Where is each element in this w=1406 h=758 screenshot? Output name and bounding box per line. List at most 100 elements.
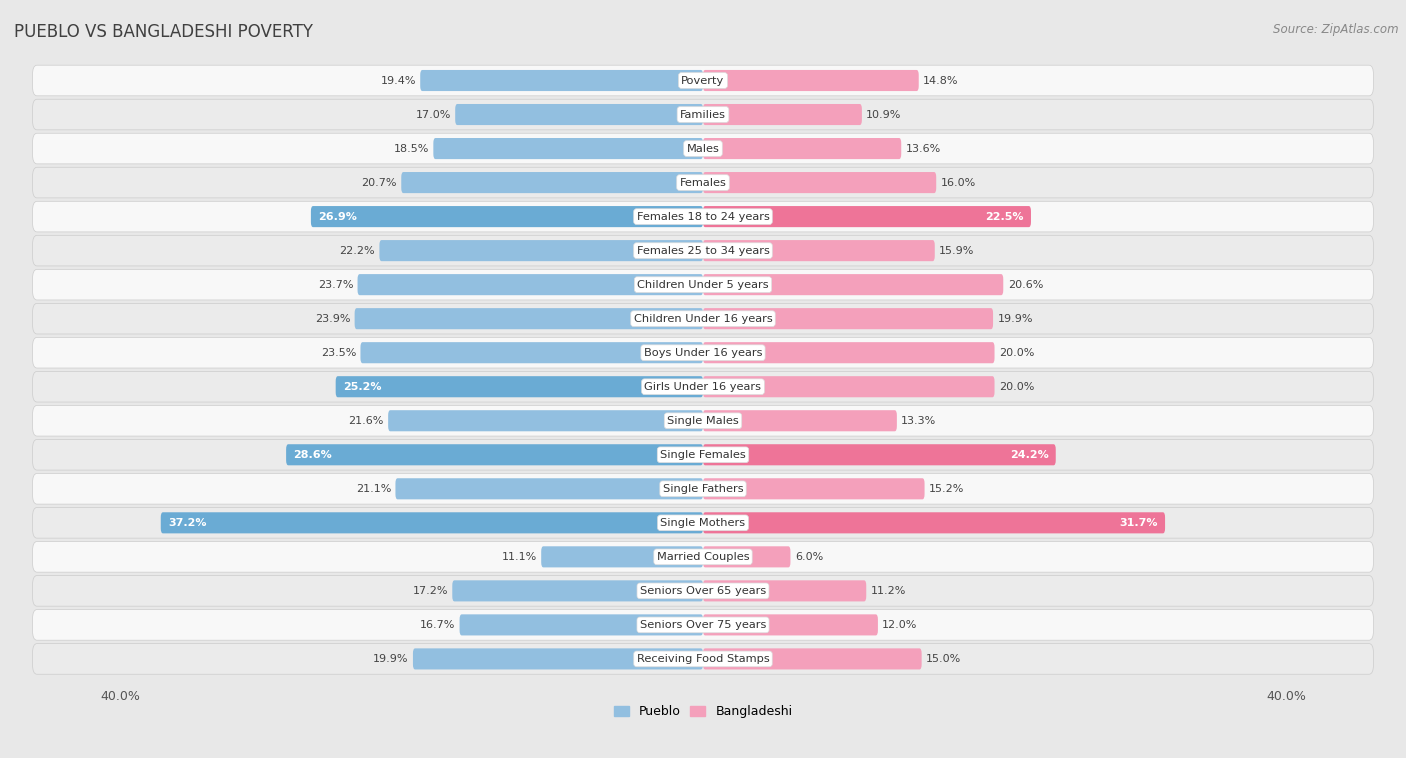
- Text: 24.2%: 24.2%: [1010, 449, 1049, 460]
- FancyBboxPatch shape: [360, 342, 703, 363]
- FancyBboxPatch shape: [32, 644, 1374, 674]
- Text: 15.0%: 15.0%: [927, 654, 962, 664]
- FancyBboxPatch shape: [32, 508, 1374, 538]
- Text: 12.0%: 12.0%: [883, 620, 918, 630]
- FancyBboxPatch shape: [703, 376, 994, 397]
- FancyBboxPatch shape: [460, 614, 703, 635]
- FancyBboxPatch shape: [703, 274, 1004, 295]
- FancyBboxPatch shape: [420, 70, 703, 91]
- Text: 28.6%: 28.6%: [294, 449, 332, 460]
- FancyBboxPatch shape: [32, 474, 1374, 504]
- FancyBboxPatch shape: [703, 410, 897, 431]
- Text: 17.0%: 17.0%: [415, 110, 451, 120]
- Text: Children Under 16 years: Children Under 16 years: [634, 314, 772, 324]
- FancyBboxPatch shape: [703, 478, 925, 500]
- FancyBboxPatch shape: [401, 172, 703, 193]
- Text: PUEBLO VS BANGLADESHI POVERTY: PUEBLO VS BANGLADESHI POVERTY: [14, 23, 314, 41]
- Text: Males: Males: [686, 143, 720, 154]
- Text: 16.7%: 16.7%: [420, 620, 456, 630]
- Text: Children Under 5 years: Children Under 5 years: [637, 280, 769, 290]
- FancyBboxPatch shape: [703, 240, 935, 262]
- FancyBboxPatch shape: [703, 648, 922, 669]
- Text: Receiving Food Stamps: Receiving Food Stamps: [637, 654, 769, 664]
- Text: 23.7%: 23.7%: [318, 280, 353, 290]
- Text: 22.5%: 22.5%: [986, 211, 1024, 221]
- Text: 18.5%: 18.5%: [394, 143, 429, 154]
- Text: 19.4%: 19.4%: [381, 76, 416, 86]
- Text: Source: ZipAtlas.com: Source: ZipAtlas.com: [1274, 23, 1399, 36]
- FancyBboxPatch shape: [703, 104, 862, 125]
- FancyBboxPatch shape: [32, 133, 1374, 164]
- FancyBboxPatch shape: [32, 575, 1374, 606]
- Text: Females: Females: [679, 177, 727, 187]
- FancyBboxPatch shape: [285, 444, 703, 465]
- Text: Single Fathers: Single Fathers: [662, 484, 744, 493]
- FancyBboxPatch shape: [703, 309, 993, 329]
- Text: 17.2%: 17.2%: [412, 586, 449, 596]
- Text: Single Females: Single Females: [661, 449, 745, 460]
- Text: Females 25 to 34 years: Females 25 to 34 years: [637, 246, 769, 255]
- Text: 11.1%: 11.1%: [502, 552, 537, 562]
- Text: 16.0%: 16.0%: [941, 177, 976, 187]
- Text: Females 18 to 24 years: Females 18 to 24 years: [637, 211, 769, 221]
- FancyBboxPatch shape: [357, 274, 703, 295]
- FancyBboxPatch shape: [703, 444, 1056, 465]
- FancyBboxPatch shape: [32, 337, 1374, 368]
- FancyBboxPatch shape: [703, 547, 790, 568]
- FancyBboxPatch shape: [32, 235, 1374, 266]
- FancyBboxPatch shape: [32, 541, 1374, 572]
- FancyBboxPatch shape: [703, 512, 1166, 534]
- Text: 26.9%: 26.9%: [318, 211, 357, 221]
- Text: Married Couples: Married Couples: [657, 552, 749, 562]
- FancyBboxPatch shape: [395, 478, 703, 500]
- Text: 22.2%: 22.2%: [339, 246, 375, 255]
- Text: 20.6%: 20.6%: [1008, 280, 1043, 290]
- Text: 31.7%: 31.7%: [1119, 518, 1157, 528]
- FancyBboxPatch shape: [160, 512, 703, 534]
- FancyBboxPatch shape: [32, 303, 1374, 334]
- FancyBboxPatch shape: [456, 104, 703, 125]
- Text: 20.0%: 20.0%: [998, 348, 1035, 358]
- FancyBboxPatch shape: [703, 206, 1031, 227]
- Text: 15.2%: 15.2%: [929, 484, 965, 493]
- Text: 13.6%: 13.6%: [905, 143, 941, 154]
- FancyBboxPatch shape: [32, 269, 1374, 300]
- FancyBboxPatch shape: [703, 138, 901, 159]
- Text: Poverty: Poverty: [682, 76, 724, 86]
- Text: 19.9%: 19.9%: [373, 654, 409, 664]
- Text: 37.2%: 37.2%: [169, 518, 207, 528]
- FancyBboxPatch shape: [433, 138, 703, 159]
- Text: 10.9%: 10.9%: [866, 110, 901, 120]
- Text: Seniors Over 75 years: Seniors Over 75 years: [640, 620, 766, 630]
- FancyBboxPatch shape: [32, 99, 1374, 130]
- Text: Girls Under 16 years: Girls Under 16 years: [644, 382, 762, 392]
- FancyBboxPatch shape: [703, 70, 918, 91]
- FancyBboxPatch shape: [380, 240, 703, 262]
- Text: Seniors Over 65 years: Seniors Over 65 years: [640, 586, 766, 596]
- Legend: Pueblo, Bangladeshi: Pueblo, Bangladeshi: [609, 700, 797, 723]
- FancyBboxPatch shape: [32, 371, 1374, 402]
- FancyBboxPatch shape: [541, 547, 703, 568]
- FancyBboxPatch shape: [453, 581, 703, 601]
- FancyBboxPatch shape: [32, 406, 1374, 436]
- FancyBboxPatch shape: [32, 440, 1374, 470]
- FancyBboxPatch shape: [703, 614, 877, 635]
- Text: 14.8%: 14.8%: [924, 76, 959, 86]
- Text: 21.1%: 21.1%: [356, 484, 391, 493]
- FancyBboxPatch shape: [703, 172, 936, 193]
- Text: 25.2%: 25.2%: [343, 382, 381, 392]
- FancyBboxPatch shape: [32, 609, 1374, 641]
- FancyBboxPatch shape: [703, 581, 866, 601]
- Text: Single Males: Single Males: [666, 415, 740, 426]
- Text: 23.9%: 23.9%: [315, 314, 350, 324]
- Text: Boys Under 16 years: Boys Under 16 years: [644, 348, 762, 358]
- FancyBboxPatch shape: [413, 648, 703, 669]
- Text: 20.0%: 20.0%: [998, 382, 1035, 392]
- Text: 19.9%: 19.9%: [997, 314, 1033, 324]
- Text: 11.2%: 11.2%: [870, 586, 905, 596]
- Text: Single Mothers: Single Mothers: [661, 518, 745, 528]
- Text: Families: Families: [681, 110, 725, 120]
- FancyBboxPatch shape: [32, 65, 1374, 96]
- FancyBboxPatch shape: [336, 376, 703, 397]
- Text: 20.7%: 20.7%: [361, 177, 396, 187]
